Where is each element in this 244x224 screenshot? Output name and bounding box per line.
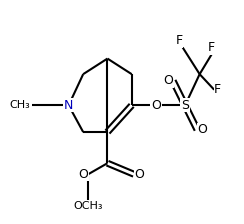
Text: O: O bbox=[78, 168, 88, 181]
Text: F: F bbox=[175, 34, 183, 47]
Text: F: F bbox=[208, 41, 215, 54]
Text: O: O bbox=[163, 74, 173, 87]
Text: O: O bbox=[197, 123, 207, 136]
Text: O: O bbox=[134, 168, 144, 181]
Text: F: F bbox=[214, 83, 221, 96]
Text: S: S bbox=[181, 99, 189, 112]
Text: O: O bbox=[151, 99, 161, 112]
Text: CH₃: CH₃ bbox=[9, 100, 30, 110]
Text: N: N bbox=[64, 99, 73, 112]
Text: OCH₃: OCH₃ bbox=[73, 201, 103, 211]
